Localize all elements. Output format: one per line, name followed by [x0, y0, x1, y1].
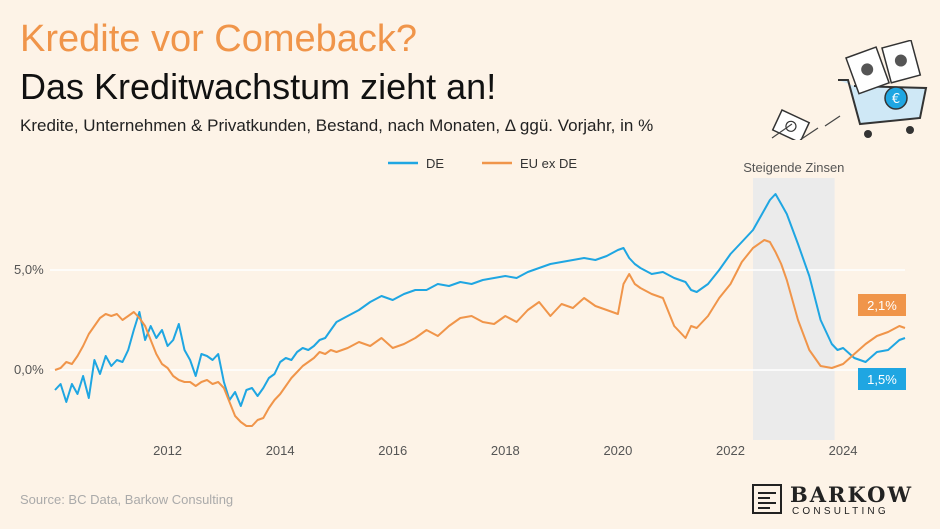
- series-line-eu-ex-de: [54, 239, 906, 427]
- x-tick-label: 2018: [491, 443, 520, 458]
- source-note: Source: BC Data, Barkow Consulting: [20, 492, 234, 507]
- series-line-de: [54, 193, 906, 407]
- end-value-label: 2,1%: [867, 298, 897, 313]
- legend-label: DE: [426, 156, 444, 171]
- logo-mark-icon: [752, 484, 782, 514]
- x-tick-label: 2012: [153, 443, 182, 458]
- rising-rates-shaded-area: [753, 178, 835, 440]
- chart-subtitle: Kredite, Unternehmen & Privatkunden, Bes…: [20, 116, 654, 135]
- x-tick-label: 2022: [716, 443, 745, 458]
- x-tick-label: 2014: [266, 443, 295, 458]
- x-tick-label: 2020: [603, 443, 632, 458]
- speed-lines-icon: [771, 115, 841, 140]
- euro-coin-icon: €: [884, 86, 908, 110]
- page-title: Das Kreditwachstum zieht an!: [20, 66, 497, 107]
- end-value-label: 1,5%: [867, 372, 897, 387]
- certificate-icon: [881, 40, 922, 84]
- x-tick-label: 2024: [829, 443, 858, 458]
- x-tick-label: 2016: [378, 443, 407, 458]
- legend: DE EU ex DE: [388, 156, 577, 171]
- banknote-icon: [771, 109, 811, 140]
- flying-money-illustration: €: [771, 40, 928, 140]
- logo-name: BARKOW: [790, 482, 914, 507]
- y-tick-label: 0,0%: [14, 362, 44, 377]
- svg-text:€: €: [892, 92, 900, 107]
- end-value-badge: [858, 368, 906, 390]
- kicker-title: Kredite vor Comeback?: [20, 18, 418, 60]
- logo-subtitle: CONSULTING: [792, 506, 889, 517]
- legend-label: EU ex DE: [520, 156, 577, 171]
- shaded-area-label: Steigende Zinsen: [743, 160, 844, 175]
- end-value-badge: [858, 294, 906, 316]
- y-tick-label: 5,0%: [14, 262, 44, 277]
- certificate-icon: [845, 46, 891, 95]
- company-logo: BARKOW CONSULTING: [752, 482, 912, 520]
